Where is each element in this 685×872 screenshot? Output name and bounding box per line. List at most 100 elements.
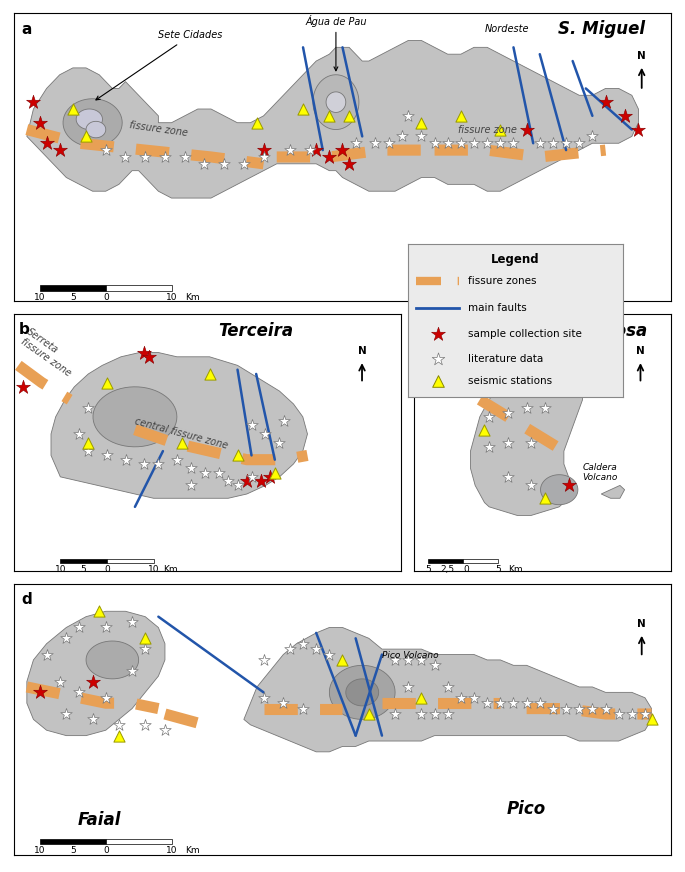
Point [508,136,519,150]
Point [73,427,84,441]
Point [279,414,290,428]
Point [160,723,171,737]
Point [600,702,611,716]
Point [41,648,52,662]
Point [337,143,348,157]
Polygon shape [346,679,379,705]
Text: Terceira: Terceira [219,323,293,340]
Point [344,109,355,123]
Polygon shape [63,99,122,146]
Point [41,136,52,150]
Point [429,136,440,150]
Point [403,653,414,667]
Bar [40,285,105,290]
Text: Km: Km [508,565,523,574]
Point [139,345,150,359]
Point [269,466,280,480]
Text: seismic stations: seismic stations [468,377,552,386]
Text: Km: Km [185,847,199,855]
Text: 10: 10 [148,565,160,574]
Point [363,707,374,721]
Point [646,712,657,726]
Point [482,136,493,150]
Point [482,696,493,710]
Point [429,707,440,721]
Polygon shape [326,92,346,112]
Point [34,685,45,699]
Point [508,696,519,710]
Point [241,474,252,488]
Text: 10: 10 [34,847,46,855]
Point [186,461,197,475]
Point [101,376,112,390]
Text: 0: 0 [463,565,469,574]
Polygon shape [86,121,105,138]
Point [81,129,92,143]
Point [223,474,234,488]
Text: 0: 0 [104,565,110,574]
Point [246,470,257,484]
Text: Km: Km [163,565,177,574]
Bar [464,559,499,562]
Bar [107,559,153,562]
Text: N: N [637,51,646,60]
Polygon shape [329,665,395,719]
Point [432,327,443,341]
Point [547,702,558,716]
Point [574,702,585,716]
Point [18,380,29,394]
Point [100,691,111,705]
Polygon shape [76,109,103,130]
Point [114,729,125,743]
Point [560,136,571,150]
Point [171,453,182,467]
Point [469,691,479,705]
Point [390,707,401,721]
Point [199,466,210,480]
Point [324,150,335,164]
Point [297,102,308,116]
Point [219,157,229,171]
Text: N: N [636,346,645,357]
Point [521,696,532,710]
Point [432,351,443,365]
Point [495,123,506,137]
Point [443,680,453,694]
Polygon shape [86,641,138,678]
Point [160,150,171,164]
Point [258,143,269,157]
Point [469,136,479,150]
Text: S. Miguel: S. Miguel [558,20,645,37]
Point [540,363,551,377]
Point [620,109,631,123]
Point [600,95,611,109]
Point [101,448,112,462]
Point [297,637,308,651]
Point [232,479,243,493]
Point [140,631,151,645]
Point [324,109,335,123]
Point [479,423,490,437]
Point [640,707,651,721]
Text: Pico: Pico [507,800,546,819]
Text: central fissure zone: central fissure zone [134,417,229,451]
Point [120,453,131,467]
Text: 0: 0 [103,847,109,855]
Point [284,143,295,157]
Point [232,448,243,462]
Point [493,380,504,394]
Text: 5: 5 [81,565,86,574]
Text: a: a [22,22,32,37]
Point [204,367,215,381]
Point [258,653,269,667]
Text: 10: 10 [166,293,177,302]
Point [284,642,295,656]
Point [199,157,210,171]
Point [100,143,111,157]
Point [456,691,466,705]
Point [587,129,598,143]
Point [521,123,532,137]
Text: fissure zone: fissure zone [129,120,188,139]
Point [297,702,308,716]
Text: 10: 10 [166,847,177,855]
